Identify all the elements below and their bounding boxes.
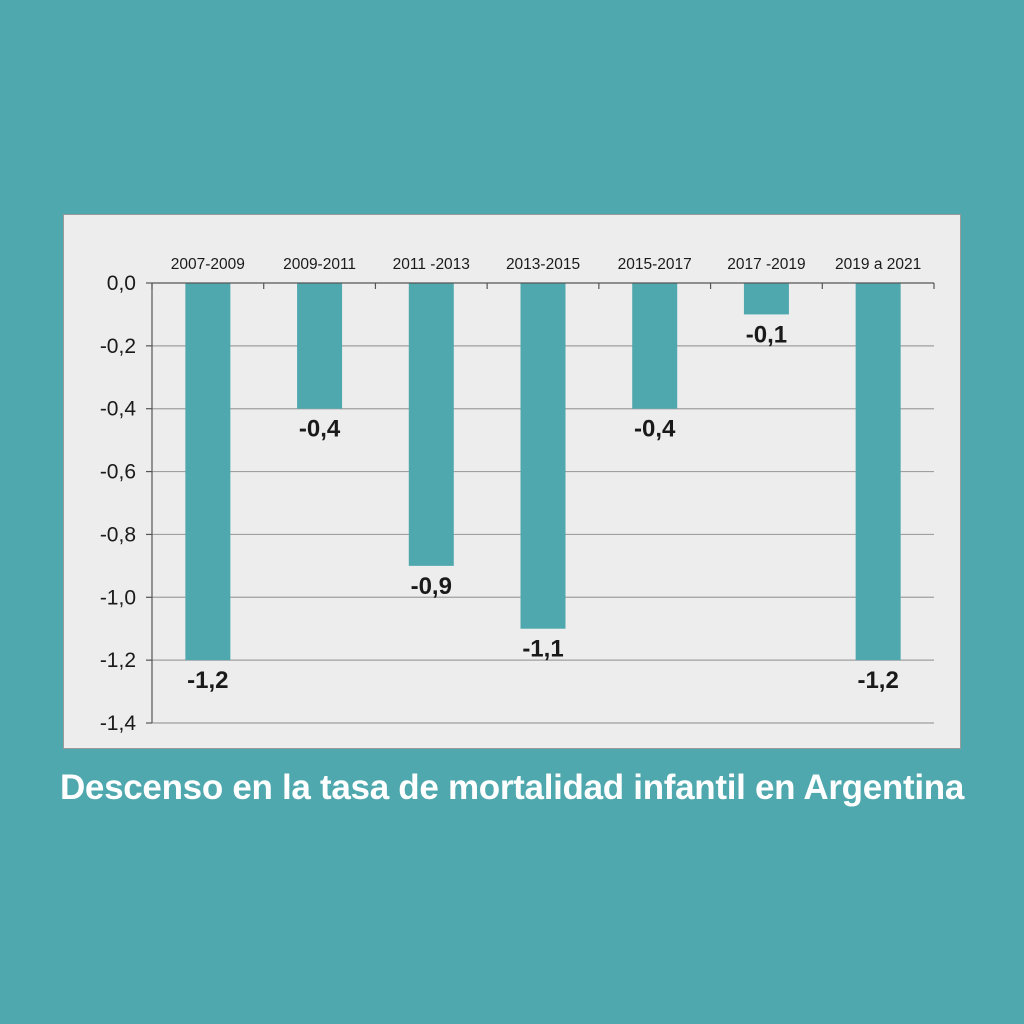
y-tick-label: -1,4: [100, 712, 137, 735]
category-label: 2009-2011: [283, 256, 356, 273]
y-tick-label: -1,0: [100, 586, 136, 609]
bar-chart: 0,0 -0,2 -0,4 -0,6 -0,8 -1,0 -1,2 -1,4 2007-2009…: [100, 256, 935, 735]
y-tick-label: -1,2: [100, 649, 136, 672]
data-label: -1,2: [857, 667, 898, 694]
data-label: -0,4: [299, 416, 341, 443]
y-tick-label: -0,2: [100, 335, 136, 358]
chart-title: Descenso en la tasa de mortalidad infant…: [59, 768, 965, 807]
bar: [855, 283, 901, 661]
bar: [408, 283, 454, 566]
y-tick-label: -0,6: [100, 461, 136, 484]
y-tick-label: -0,4: [100, 398, 137, 421]
chart-panel: 0,0 -0,2 -0,4 -0,6 -0,8 -1,0 -1,2 -1,4 2007-2009…: [63, 214, 961, 749]
data-label: -0,9: [411, 573, 452, 600]
category-label: 2017 -2019: [727, 256, 805, 273]
bar: [185, 283, 231, 661]
category-label: 2019 a 2021: [835, 256, 921, 273]
bar: [632, 283, 678, 409]
bar: [297, 283, 343, 409]
data-label: -1,1: [522, 636, 563, 663]
category-label: 2011 -2013: [393, 256, 470, 273]
data-label: -1,2: [187, 667, 228, 694]
category-label: 2007-2009: [171, 256, 245, 273]
y-tick-label: 0,0: [107, 272, 136, 295]
y-tick-label: -0,8: [100, 523, 136, 546]
bar: [743, 283, 789, 315]
bar: [520, 283, 566, 629]
category-label: 2015-2017: [618, 256, 692, 273]
data-label: -0,1: [746, 321, 787, 348]
data-label: -0,4: [634, 416, 676, 443]
category-label: 2013-2015: [506, 256, 580, 273]
